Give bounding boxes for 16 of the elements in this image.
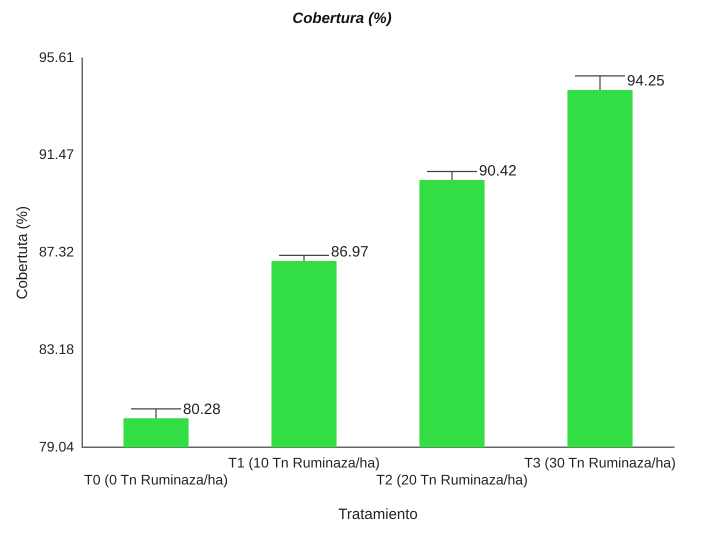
y-tick-label: 91.47 xyxy=(38,146,74,162)
y-tick-label: 87.32 xyxy=(38,244,74,260)
x-tick-label: T3 (30 Tn Ruminaza/ha) xyxy=(524,454,676,471)
data-label: 94.25 xyxy=(627,72,665,90)
y-tick-label: 83.18 xyxy=(38,340,74,357)
data-label: 86.97 xyxy=(331,244,369,261)
x-tick-label: T1 (10 Tn Ruminaza/ha) xyxy=(228,454,380,471)
data-label: 90.42 xyxy=(479,162,517,180)
y-axis-title: Cobertuta (%) xyxy=(14,206,32,300)
y-tick-label: 79.04 xyxy=(38,438,74,454)
x-tick-label: T0 (0 Tn Ruminaza/ha) xyxy=(84,471,228,488)
data-label: 80.28 xyxy=(183,400,221,418)
x-tick-label: T2 (20 Tn Ruminaza/ha) xyxy=(376,471,528,488)
y-tick-label: 95.61 xyxy=(38,48,74,65)
chart-title: Cobertura (%) xyxy=(292,10,392,28)
x-axis-title: Tratamiento xyxy=(338,506,418,524)
